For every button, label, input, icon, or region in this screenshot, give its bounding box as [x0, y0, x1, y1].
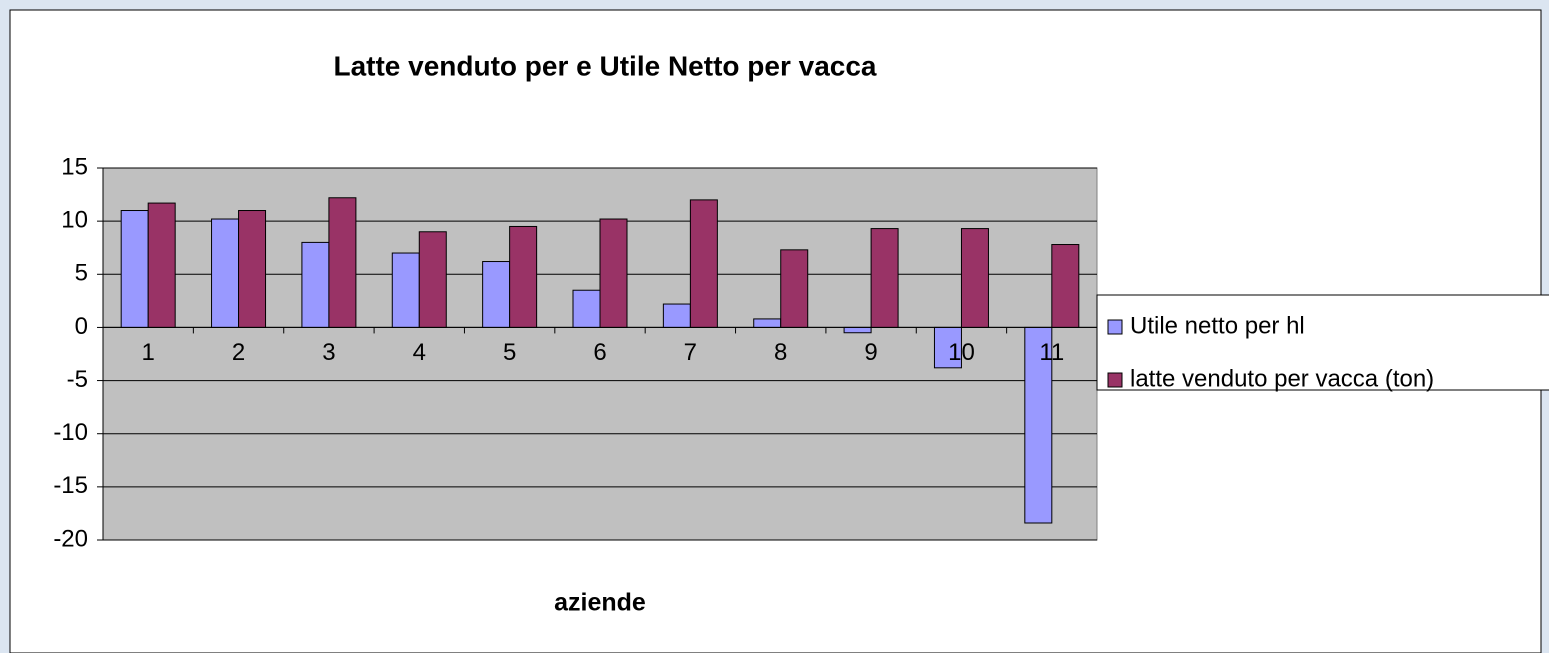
- bar: [328, 197, 357, 328]
- y-tick-label: -20: [53, 525, 88, 552]
- y-tick-label: -5: [67, 366, 88, 393]
- bar: [1051, 244, 1080, 328]
- x-axis-label: aziende: [554, 589, 646, 617]
- bar: [238, 210, 267, 328]
- x-tick-label: 11: [1039, 339, 1064, 366]
- legend-label: Utile netto per hl: [1130, 312, 1305, 339]
- bar: [391, 252, 420, 328]
- x-tick-label: 10: [948, 339, 975, 366]
- y-tick-label: 0: [75, 313, 88, 340]
- x-tick-label: 2: [232, 339, 245, 366]
- x-tick-label: 8: [774, 339, 787, 366]
- bar: [870, 228, 899, 328]
- x-tick-label: 5: [503, 339, 516, 366]
- bar: [599, 218, 628, 328]
- y-tick-label: -15: [53, 472, 88, 499]
- bar: [301, 241, 330, 328]
- bar: [418, 231, 447, 328]
- y-tick-label: 10: [61, 206, 88, 233]
- legend-swatch: [1107, 319, 1123, 335]
- bar: [482, 261, 511, 328]
- bar: [960, 228, 989, 328]
- bar: [689, 199, 718, 328]
- bar: [147, 202, 176, 328]
- legend-swatch: [1107, 372, 1123, 388]
- y-tick-label: -10: [53, 419, 88, 446]
- bar: [843, 326, 872, 334]
- legend-box: [1096, 294, 1549, 391]
- bar: [780, 249, 809, 328]
- bar: [509, 225, 538, 328]
- x-tick-label: 4: [413, 339, 426, 366]
- bar: [120, 210, 149, 328]
- x-tick-label: 9: [864, 339, 877, 366]
- bar: [211, 218, 240, 328]
- y-tick-label: 15: [61, 153, 88, 180]
- chart-title: Latte venduto per e Utile Netto per vacc…: [333, 50, 876, 81]
- bar: [662, 303, 691, 328]
- x-tick-label: 3: [322, 339, 335, 366]
- x-tick-label: 6: [593, 339, 606, 366]
- bar: [753, 318, 782, 328]
- x-tick-label: 7: [684, 339, 697, 366]
- x-tick-label: 1: [142, 339, 155, 366]
- legend-label: latte venduto per vacca (ton): [1130, 365, 1434, 392]
- y-tick-label: 5: [75, 260, 88, 287]
- bar: [933, 326, 962, 369]
- bar: [572, 289, 601, 328]
